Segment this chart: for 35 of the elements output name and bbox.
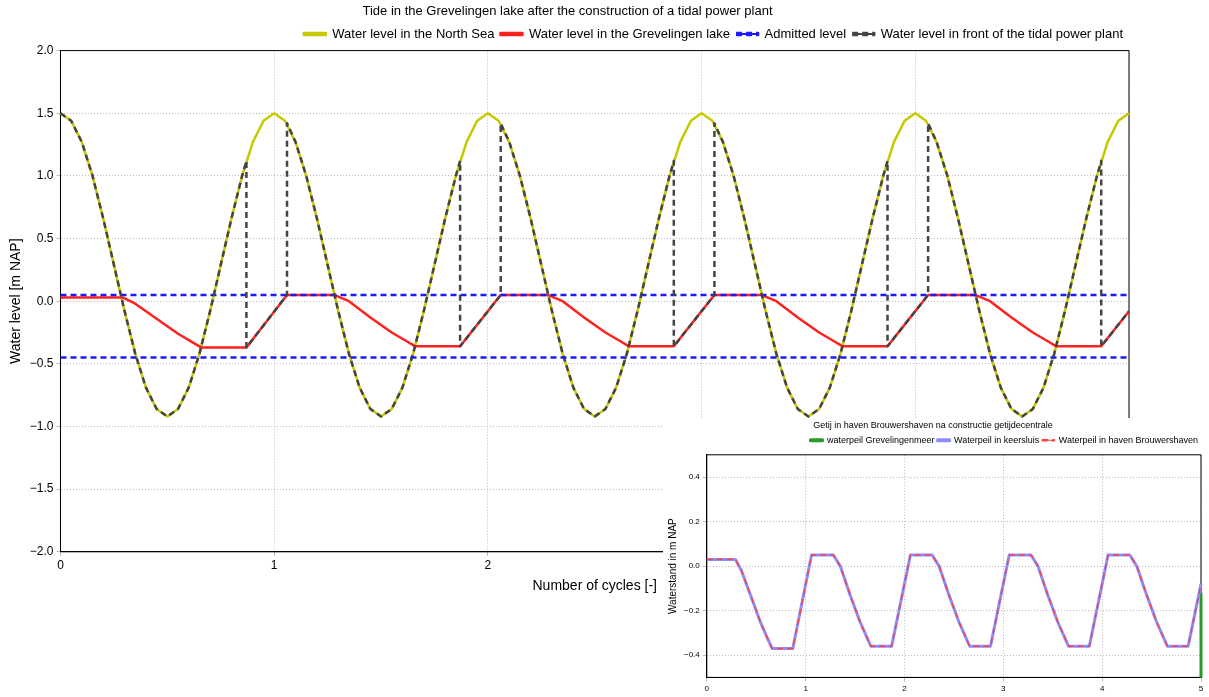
x-tick-label: 3 <box>1001 684 1007 694</box>
x-tick-label: 5 <box>1198 684 1204 694</box>
legend-label: waterpeil Grevelingenmeer <box>826 434 935 445</box>
x-tick-label: 2 <box>902 684 908 694</box>
legend-label: Water level in the North Sea <box>332 25 496 41</box>
x-tick-label: 1 <box>803 684 809 694</box>
y-tick-label: −2.0 <box>29 544 54 559</box>
y-axis-title: Water level [m NAP] <box>7 238 24 364</box>
x-tick-label: 2 <box>484 558 492 573</box>
x-axis-title: Number of cycles [-] <box>532 577 657 594</box>
x-tick-label: 1 <box>270 558 278 573</box>
y-tick-label: 0.0 <box>688 561 701 571</box>
y-tick-label: 2.0 <box>36 42 54 57</box>
legend-label: Admitted level <box>764 25 847 41</box>
y-tick-label: 1.0 <box>36 168 54 183</box>
y-tick-label: 0.0 <box>36 293 54 308</box>
y-tick-label: 0.5 <box>36 230 54 245</box>
y-tick-label: −0.5 <box>29 356 54 371</box>
x-tick-label: 0 <box>704 684 710 694</box>
legend-label: Waterpeil in haven Brouwershaven <box>1058 434 1199 445</box>
y-tick-label: −0.2 <box>684 605 701 615</box>
legend-label: Waterpeil in keersluis <box>954 434 1040 445</box>
legend-label: Water level in the Grevelingen lake <box>528 25 731 41</box>
x-tick-label: 4 <box>1099 684 1105 694</box>
y-tick-label: −1.0 <box>29 418 54 433</box>
chart-title: Tide in the Grevelingen lake after the construction of a tidal power plant <box>362 3 773 19</box>
legend-label: Water level in front of the tidal power plant <box>880 25 1124 41</box>
y-tick-label: 0.4 <box>688 472 701 482</box>
y-tick-label: 0.2 <box>688 516 701 526</box>
chart-title: Getij in haven Brouwershaven na constructie getijdecentrale <box>813 419 1053 430</box>
y-tick-label: −1.5 <box>29 481 54 496</box>
x-tick-label: 0 <box>57 558 65 573</box>
y-tick-label: −0.4 <box>684 650 701 660</box>
y-axis-title: Waterstand in m NAP <box>666 517 678 614</box>
y-tick-label: 1.5 <box>36 105 54 120</box>
